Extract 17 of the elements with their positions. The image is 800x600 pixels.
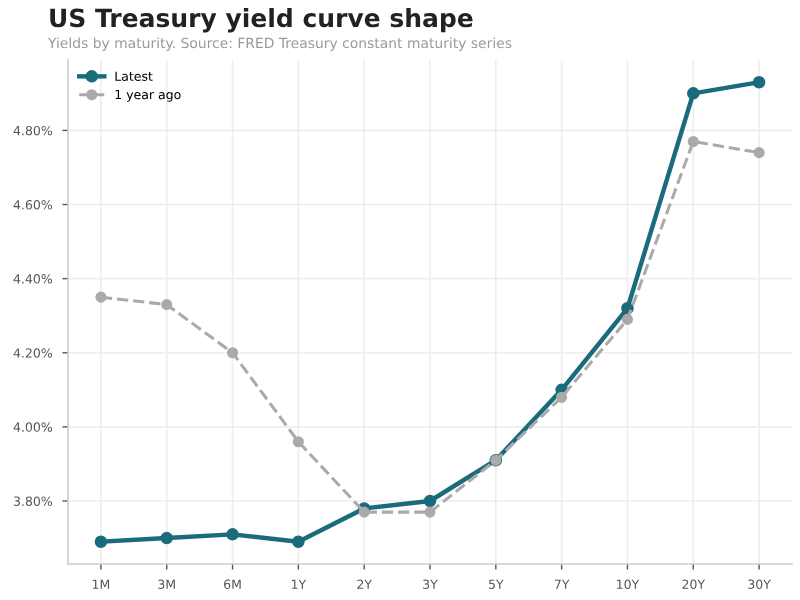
- point: [226, 347, 239, 359]
- point: [556, 391, 568, 403]
- point: [687, 87, 700, 100]
- point: [687, 135, 699, 148]
- chart-title: US Treasury yield curve shape: [50, 8, 473, 33]
- point: [752, 75, 766, 89]
- point: [95, 291, 107, 303]
- point: [424, 506, 436, 518]
- point: [753, 147, 765, 159]
- point: [621, 313, 634, 325]
- point: [226, 528, 239, 541]
- point: [160, 531, 173, 545]
- point: [292, 436, 304, 448]
- point: [292, 535, 305, 549]
- point: [423, 494, 437, 508]
- point: [94, 535, 108, 549]
- point: [161, 299, 173, 311]
